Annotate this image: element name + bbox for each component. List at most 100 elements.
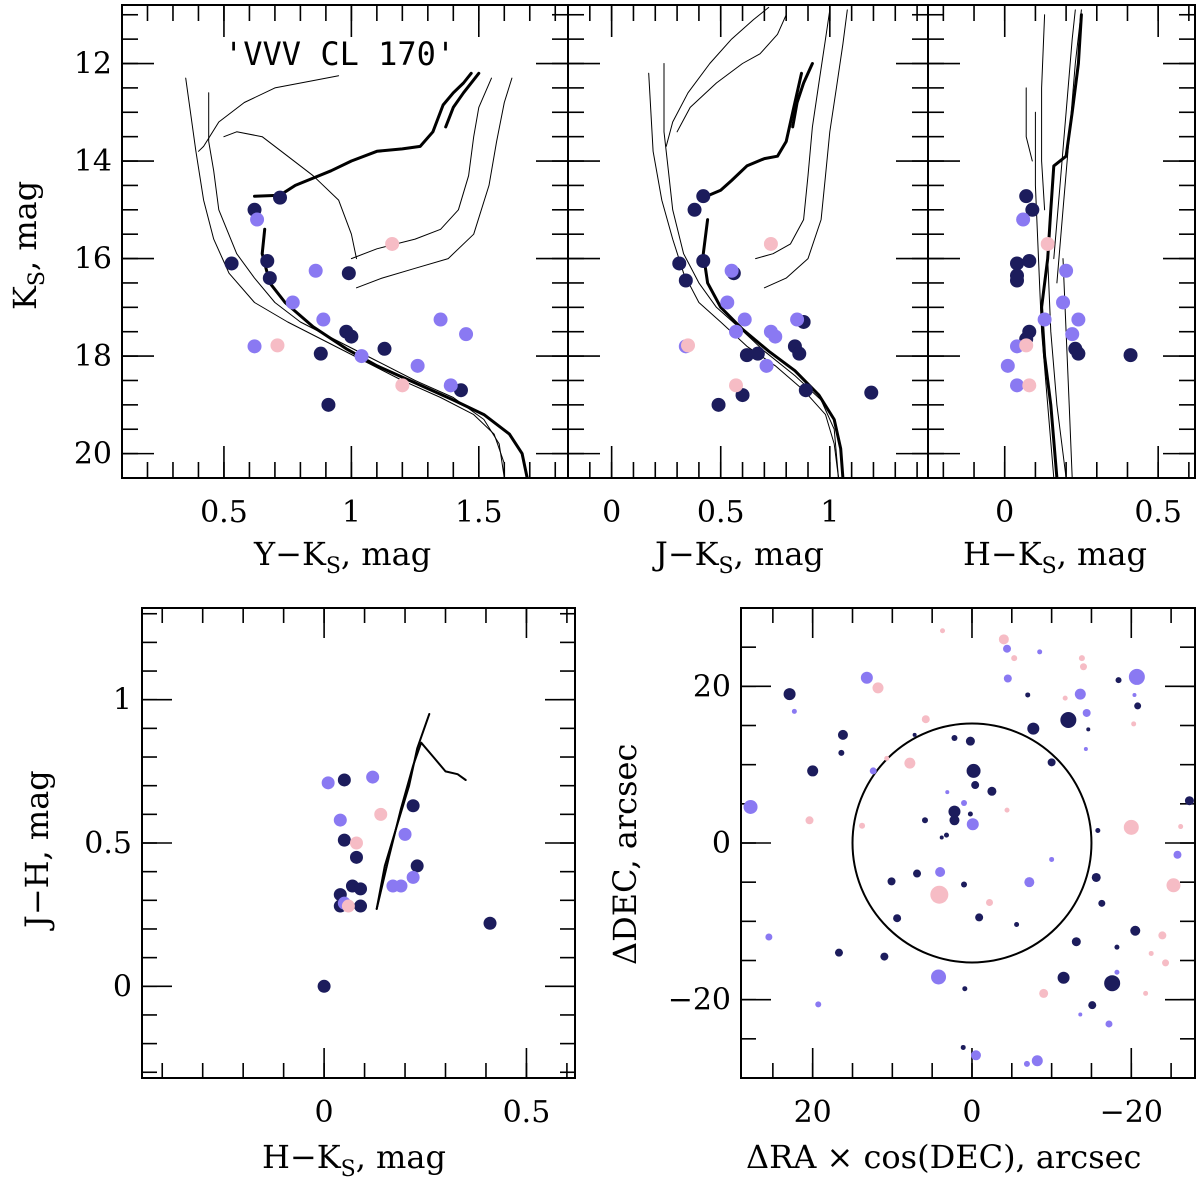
star-point-light (1078, 655, 1085, 662)
x-tick-label: 1.5 (455, 495, 503, 530)
x-axis-label-cc-tail: , mag (356, 1138, 446, 1176)
star-point-medium (966, 818, 979, 831)
x-tick-label: 0 (995, 495, 1014, 530)
isochrone-line (260, 227, 529, 478)
star-point-dark (921, 817, 928, 824)
star-point-dark (1095, 827, 1101, 833)
star-point-dark (354, 899, 368, 913)
star-point-medium (1037, 649, 1043, 655)
isochrone-line (1047, 258, 1067, 478)
x-axis-label-jk-main: J−K (652, 535, 720, 573)
plot-frame (927, 4, 1196, 479)
star-point-medium (1031, 1055, 1043, 1067)
panel-sky-map: 20 0 −20 −20 0 20 (668, 607, 1196, 1130)
plot-frame (121, 4, 569, 479)
star-point-dark (943, 832, 949, 838)
x-axis-label-jk: J−KS, mag (652, 535, 824, 579)
x-tick-label: 0.5 (697, 495, 745, 530)
star-point-medium (1023, 1060, 1030, 1067)
star-point-dark (337, 773, 351, 787)
star-point-dark (880, 952, 889, 961)
x-tick-label: 0 (602, 495, 621, 530)
star-point-medium (250, 212, 265, 227)
star-point-light (1178, 824, 1184, 830)
star-point-dark (696, 254, 711, 269)
star-point-medium (1000, 358, 1015, 373)
star-point-medium (1065, 327, 1080, 342)
star-point-light (1004, 807, 1010, 813)
star-point-light (1148, 950, 1154, 956)
star-point-dark (949, 815, 960, 826)
star-point-medium (935, 866, 946, 877)
y-tick-label: 14 (74, 144, 112, 179)
star-point-medium (321, 776, 335, 790)
star-point-medium (394, 879, 408, 893)
isochrone-line (375, 713, 431, 910)
star-point-dark (1088, 1001, 1097, 1010)
star-point-dark (1071, 937, 1081, 947)
x-axis-label-yk-main: Y−K (253, 535, 327, 573)
star-point-medium (406, 870, 420, 884)
isochrone-line (356, 77, 513, 289)
plot-frame (567, 4, 929, 479)
star-point-dark (893, 914, 902, 923)
star-point-light (1143, 990, 1149, 996)
panel-color-color: 0 0.5 0 0.5 1 (84, 607, 576, 1130)
star-point-light (1039, 988, 1049, 998)
star-point-light (1166, 878, 1181, 893)
star-point-light (940, 628, 946, 634)
x-tick-label: 0 (962, 1095, 981, 1130)
x-axis-label-hk-tail: , mag (1057, 535, 1147, 573)
star-point-medium (765, 933, 773, 941)
star-point-dark (837, 729, 848, 740)
x-axis-label-yk: Y−KS, mag (253, 535, 431, 579)
star-point-medium (333, 813, 347, 827)
star-point-light (859, 822, 866, 829)
star-point-dark (317, 979, 331, 993)
star-point-medium (1105, 1020, 1113, 1028)
y-tick-label: 0 (113, 969, 132, 1004)
star-point-medium (1010, 378, 1024, 393)
star-point-medium (970, 1050, 981, 1061)
star-point-dark (696, 189, 711, 204)
isochrone-line (676, 14, 787, 133)
star-point-medium (1128, 668, 1145, 685)
isochrone-line (1025, 87, 1033, 162)
x-tick-label: 1 (342, 495, 361, 530)
star-point-dark (965, 736, 975, 746)
star-point-light (341, 899, 355, 913)
star-point-dark (739, 348, 754, 363)
y-axis-label-ks-main: K (6, 285, 44, 310)
star-point-medium (316, 312, 331, 327)
star-point-dark (939, 835, 944, 840)
star-point-dark (783, 688, 796, 701)
isochrone-line (223, 131, 357, 260)
star-point-dark (1010, 256, 1024, 271)
star-point-light (998, 634, 1009, 645)
star-point-medium (1003, 644, 1012, 653)
star-point-dark (410, 859, 424, 873)
star-point-medium (1078, 1012, 1083, 1017)
star-point-light (1158, 931, 1167, 940)
star-point-dark (406, 799, 420, 813)
isochrone-line (1062, 258, 1073, 478)
star-point-medium (1059, 263, 1074, 278)
star-point-dark (262, 271, 277, 286)
isochrone-line (791, 62, 814, 129)
star-point-dark (1019, 189, 1034, 204)
star-point-light (385, 236, 400, 251)
isochrone-line (648, 72, 839, 478)
star-point-light (395, 378, 410, 393)
data-layer (1000, 9, 1138, 478)
star-point-light (1162, 959, 1170, 967)
star-point-medium (410, 358, 425, 373)
data-layer (648, 6, 879, 478)
star-point-dark (1104, 975, 1121, 992)
star-point-light (1131, 721, 1137, 727)
star-point-medium (768, 329, 783, 344)
star-point-medium (308, 263, 323, 278)
star-point-dark (377, 341, 392, 356)
isochrone-line (375, 741, 467, 910)
star-point-dark (750, 346, 765, 361)
